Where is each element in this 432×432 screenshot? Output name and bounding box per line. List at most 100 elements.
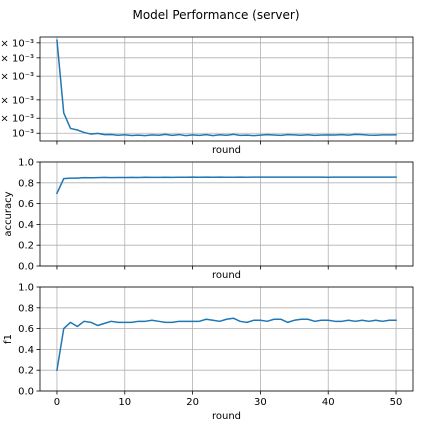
data-point <box>158 177 160 179</box>
y-tick-label: 0.0 <box>18 387 34 398</box>
data-point <box>382 134 384 136</box>
data-point <box>382 176 384 178</box>
x-axis-label: round <box>212 145 241 156</box>
data-point <box>388 134 390 136</box>
data-point <box>300 176 302 178</box>
data-point <box>307 134 309 136</box>
y-tick-label: 10⁻³ <box>12 129 34 140</box>
y-tick-label: 0.6 <box>18 324 34 335</box>
data-point <box>273 134 275 136</box>
data-point <box>56 192 58 194</box>
x-axis-label: round <box>212 270 241 281</box>
data-point <box>158 134 160 136</box>
data-point <box>246 134 248 136</box>
axes-frame <box>39 286 414 392</box>
data-point <box>348 176 350 178</box>
data-point <box>307 318 309 320</box>
data-point <box>395 134 397 136</box>
data-point <box>355 134 357 136</box>
data-point <box>144 321 146 323</box>
data-point <box>280 135 282 137</box>
data-point <box>165 322 167 324</box>
data-point <box>226 318 228 320</box>
data-point <box>246 176 248 178</box>
data-point <box>368 176 370 178</box>
data-point <box>239 135 241 137</box>
x-tick-label: 10 <box>118 397 131 408</box>
data-point <box>138 321 140 323</box>
y-tick-label: 0.8 <box>18 303 34 314</box>
data-point <box>97 177 99 179</box>
data-point <box>178 134 180 136</box>
y-axis-label: accuracy <box>3 191 14 236</box>
data-point <box>266 176 268 178</box>
data-point <box>192 134 194 136</box>
data-point <box>124 177 126 179</box>
data-point <box>205 318 207 320</box>
data-point <box>232 134 234 136</box>
data-point <box>361 319 363 321</box>
data-point <box>178 176 180 178</box>
data-point <box>212 135 214 137</box>
data-point <box>260 134 262 136</box>
data-point <box>327 319 329 321</box>
data-point <box>348 319 350 321</box>
data-point <box>321 319 323 321</box>
axes-frame <box>39 36 414 142</box>
data-point <box>355 176 357 178</box>
data-point <box>104 323 106 325</box>
y-tick-label: 0.2 <box>18 366 34 377</box>
data-point <box>212 319 214 321</box>
y-tick-label: × 10⁻³ <box>0 38 34 49</box>
data-point <box>232 317 234 319</box>
data-point <box>219 176 221 178</box>
data-point <box>185 135 187 137</box>
data-point <box>226 134 228 136</box>
data-point <box>314 176 316 178</box>
data-point <box>375 134 377 136</box>
data-point <box>382 321 384 323</box>
data-point <box>334 321 336 323</box>
data-point <box>273 176 275 178</box>
y-tick-label: 1.0 <box>18 283 34 294</box>
y-tick-label: × 10⁻³ <box>0 53 34 64</box>
data-point <box>56 369 58 371</box>
data-point <box>341 176 343 178</box>
data-point <box>361 134 363 136</box>
data-point <box>199 321 201 323</box>
data-point <box>199 135 201 137</box>
data-point <box>83 177 85 179</box>
data-point <box>334 176 336 178</box>
x-tick-label: 50 <box>390 397 403 408</box>
data-point <box>280 318 282 320</box>
data-point <box>124 322 126 324</box>
data-point <box>321 176 323 178</box>
series-line-accuracy <box>55 176 397 195</box>
data-point <box>131 135 133 137</box>
data-point <box>260 319 262 321</box>
data-point <box>90 322 92 324</box>
data-point <box>314 321 316 323</box>
data-point <box>368 134 370 136</box>
y-tick-label: 0.4 <box>18 345 34 356</box>
data-point <box>334 134 336 136</box>
data-point <box>83 321 85 323</box>
y-tick-label: 0.2 <box>18 241 34 252</box>
data-point <box>253 135 255 137</box>
data-point <box>239 321 241 323</box>
data-point <box>307 176 309 178</box>
data-point <box>287 176 289 178</box>
data-point <box>212 176 214 178</box>
panel-f1: 0 10 20 30 40 50 0.0 0.2 0.4 0.6 0.8 1.0 round f1 <box>3 283 414 422</box>
data-point <box>395 176 397 178</box>
panel-accuracy: 0.0 0.2 0.4 0.6 0.8 1.0 round accuracy <box>3 158 414 281</box>
data-point <box>117 134 119 136</box>
data-point <box>110 177 112 179</box>
data-point <box>77 129 79 131</box>
data-point <box>253 176 255 178</box>
y-tick-label: 0.8 <box>18 178 34 189</box>
axes-frame <box>39 161 414 267</box>
data-point <box>97 325 99 327</box>
data-point <box>110 321 112 323</box>
data-point <box>294 176 296 178</box>
